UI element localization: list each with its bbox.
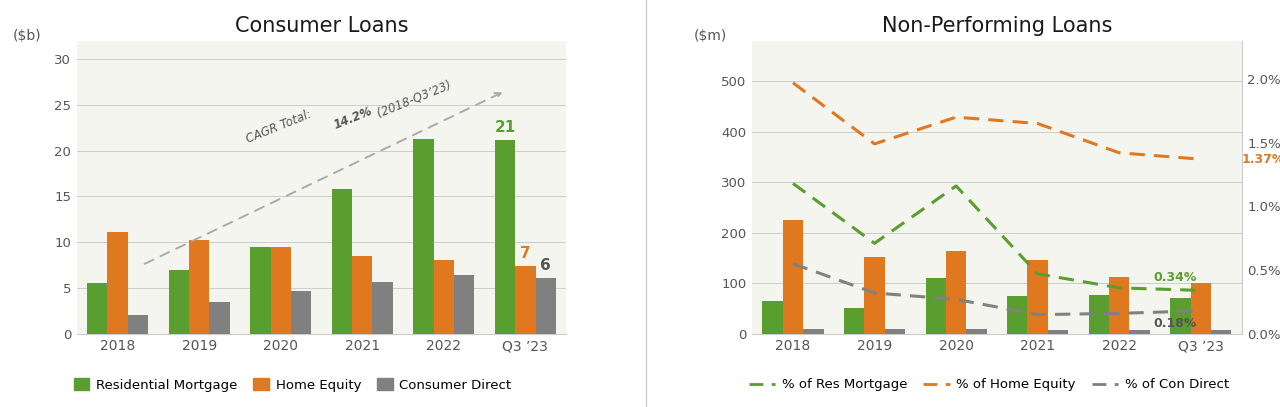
Bar (495, 140, 516, 334)
Bar (864, 257, 884, 334)
Bar (87, 283, 108, 334)
Text: 6: 6 (540, 258, 552, 274)
Bar (516, 266, 535, 334)
Bar (1129, 330, 1149, 334)
Bar (946, 252, 966, 334)
Legend: % of Res Mortgage, % of Home Equity, % of Con Direct: % of Res Mortgage, % of Home Equity, % o… (749, 379, 1229, 392)
Text: 21: 21 (494, 120, 516, 135)
Bar (1028, 260, 1048, 334)
Bar (413, 139, 434, 334)
Bar (1170, 298, 1190, 334)
Bar (1048, 330, 1069, 334)
Text: 14.2%: 14.2% (332, 105, 374, 132)
Bar (783, 220, 803, 334)
Bar (1211, 330, 1231, 334)
Text: 0.34%: 0.34% (1153, 271, 1197, 284)
Bar (372, 282, 393, 334)
Title: Non-Performing Loans: Non-Performing Loans (882, 16, 1112, 36)
Bar (535, 278, 556, 334)
Bar (844, 309, 864, 334)
Bar (1089, 295, 1108, 334)
Bar (884, 329, 905, 334)
Bar (332, 189, 352, 334)
Bar (108, 232, 128, 334)
Bar (1007, 296, 1028, 334)
Text: ($b): ($b) (13, 29, 42, 43)
Bar (925, 278, 946, 334)
Text: 1.37%: 1.37% (1242, 153, 1280, 166)
Bar (803, 329, 823, 334)
Text: 7: 7 (520, 246, 531, 261)
Bar (291, 291, 311, 334)
Bar (128, 315, 148, 334)
Text: 0.18%: 0.18% (1153, 317, 1197, 330)
Bar (169, 269, 189, 334)
Legend: Residential Mortgage, Home Equity, Consumer Direct: Residential Mortgage, Home Equity, Consu… (74, 379, 512, 392)
Bar (434, 260, 454, 334)
Bar (1190, 283, 1211, 334)
Bar (250, 247, 270, 334)
Bar (189, 240, 210, 334)
Bar (352, 256, 372, 334)
Bar (454, 275, 475, 334)
Bar (966, 329, 987, 334)
Text: ($m): ($m) (694, 29, 727, 43)
Title: Consumer Loans: Consumer Loans (234, 16, 408, 36)
Bar (270, 247, 291, 334)
Bar (763, 301, 783, 334)
Bar (210, 302, 229, 334)
Text: (2018-Q3’23): (2018-Q3’23) (372, 78, 453, 121)
Text: CAGR Total:: CAGR Total: (244, 107, 316, 146)
Bar (1108, 277, 1129, 334)
